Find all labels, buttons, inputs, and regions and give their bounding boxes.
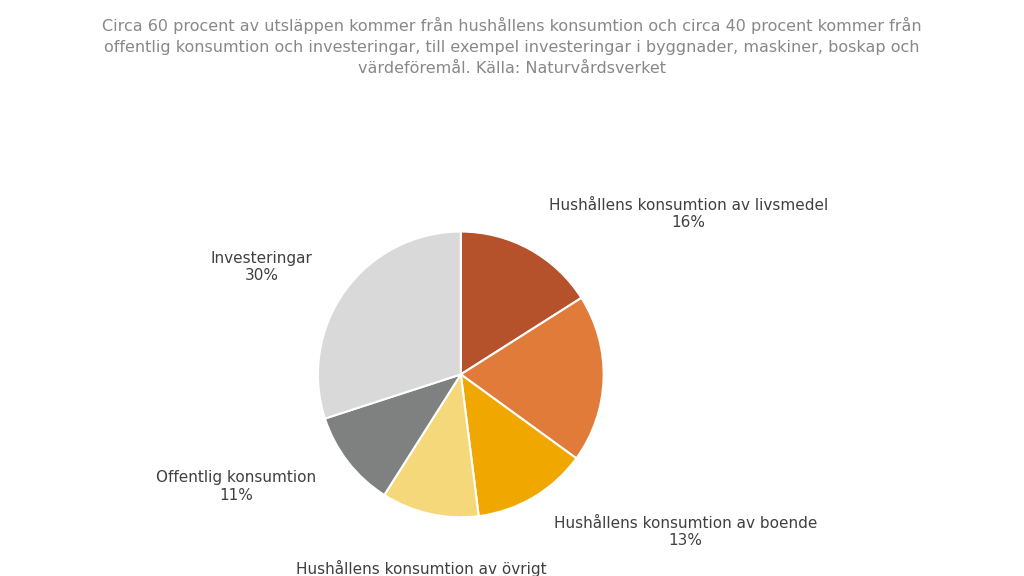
Wedge shape [325, 374, 461, 495]
Wedge shape [384, 374, 478, 517]
Wedge shape [461, 374, 577, 516]
Text: Circa 60 procent av utsläppen kommer från hushållens konsumtion och circa 40 pro: Circa 60 procent av utsläppen kommer frå… [102, 17, 922, 76]
Text: Investeringar
30%: Investeringar 30% [211, 251, 313, 283]
Text: Hushållens konsumtion av boende
13%: Hushållens konsumtion av boende 13% [554, 516, 817, 548]
Wedge shape [461, 232, 582, 374]
Text: Hushållens konsumtion av övrigt
11%: Hushållens konsumtion av övrigt 11% [296, 560, 546, 576]
Text: Hushållens konsumtion av livsmedel
16%: Hushållens konsumtion av livsmedel 16% [549, 198, 828, 230]
Text: Offentlig konsumtion
11%: Offentlig konsumtion 11% [157, 470, 316, 503]
Wedge shape [318, 232, 461, 419]
Wedge shape [461, 298, 603, 458]
